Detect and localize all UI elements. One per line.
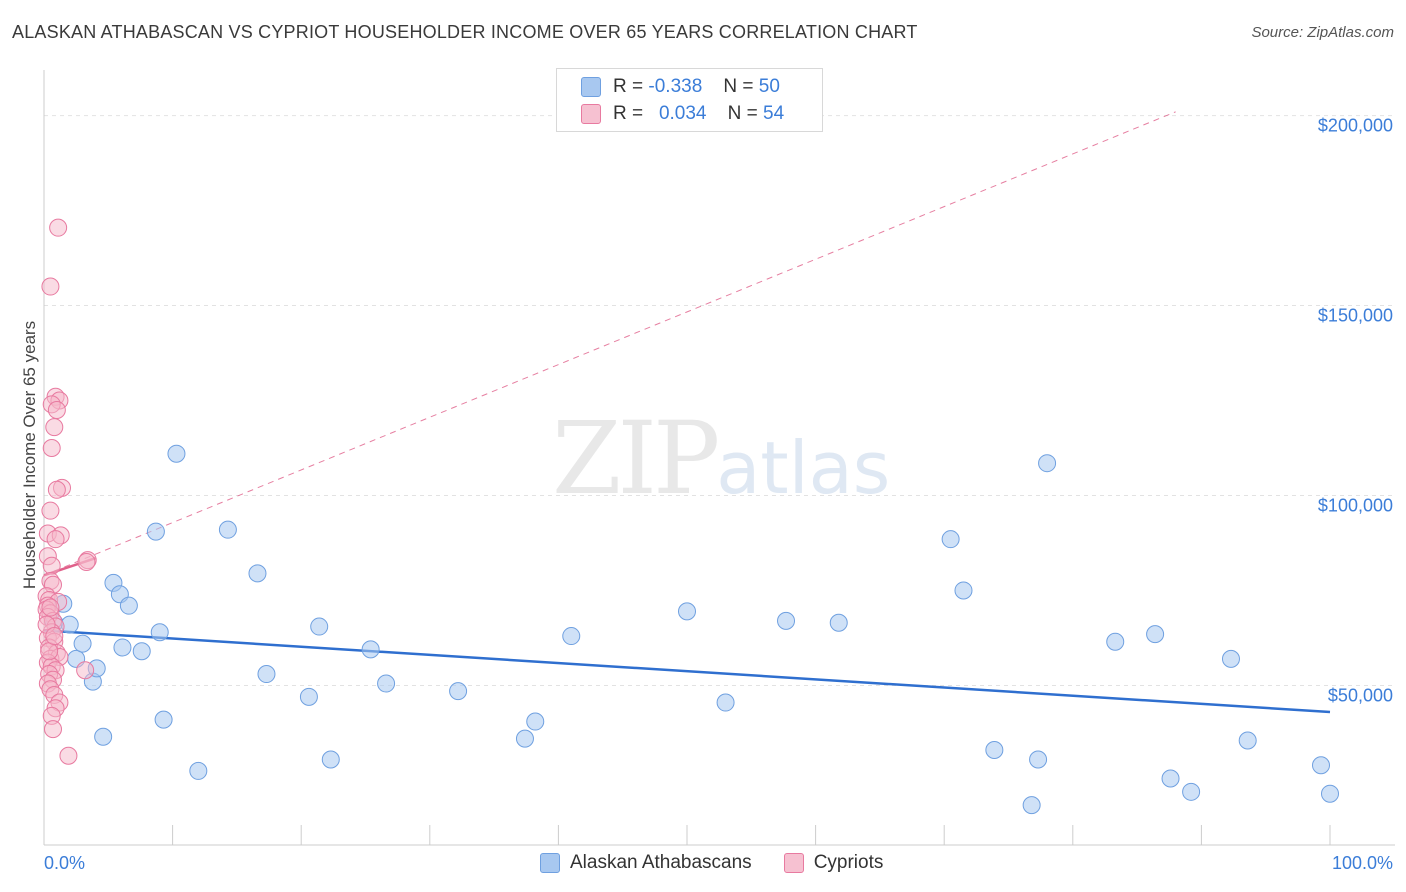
cypriot-point bbox=[45, 627, 64, 646]
legend-row-athabascan: R = -0.338 N = 50 bbox=[581, 75, 780, 99]
watermark-zip: ZIP bbox=[552, 400, 720, 517]
watermark: ZIPatlas bbox=[552, 400, 890, 517]
athabascan-point bbox=[716, 693, 735, 712]
athabascan-point bbox=[1321, 784, 1339, 803]
athabascan-point bbox=[257, 665, 276, 684]
athabascan-point bbox=[146, 522, 165, 541]
cypriot-point bbox=[46, 530, 65, 549]
athabascan-point bbox=[1029, 750, 1048, 769]
x-tick-label: 100.0% bbox=[1332, 853, 1393, 873]
athabascan-point bbox=[985, 741, 1004, 760]
athabascan-point bbox=[449, 682, 468, 701]
athabascan-point bbox=[829, 613, 848, 632]
legend-item-cypriots[interactable]: Cypriots bbox=[783, 852, 884, 874]
axes bbox=[43, 70, 1395, 846]
athabascan-point bbox=[310, 617, 329, 636]
athabascan-point bbox=[1311, 756, 1330, 775]
tick-labels: $50,000 $100,000 $150,000 $200,000 0.0% 100.0… bbox=[44, 116, 1393, 873]
y-tick-label: $200,000 bbox=[1318, 116, 1393, 136]
athabascan-point bbox=[1146, 625, 1165, 644]
legend-item-athabascans[interactable]: Alaskan Athabascans bbox=[540, 852, 752, 874]
athabascan-point bbox=[526, 712, 545, 731]
r-label: R = bbox=[613, 76, 644, 97]
cypriot-point bbox=[47, 480, 66, 499]
y-tick-label: $150,000 bbox=[1318, 306, 1393, 326]
x-tick-label: 0.0% bbox=[44, 853, 85, 873]
blue-swatch bbox=[540, 853, 560, 873]
athabascan-point bbox=[113, 638, 132, 657]
athabascan-trend-line bbox=[43, 629, 1331, 714]
athabascan-point bbox=[777, 611, 796, 630]
athabascan-point bbox=[515, 729, 534, 748]
cypriot-point bbox=[44, 720, 63, 739]
cypriot-trend-extension bbox=[43, 111, 1176, 576]
trend-lines bbox=[43, 111, 1331, 714]
correlation-legend: R = -0.338 N = 50 R = 0.034 N = 54 bbox=[556, 68, 823, 132]
athabascan-point bbox=[73, 634, 92, 653]
cypriot-point bbox=[77, 552, 96, 571]
cypriot-point bbox=[45, 418, 64, 437]
athabascan-point bbox=[150, 623, 169, 642]
watermark-atlas: atlas bbox=[716, 426, 891, 510]
cypriot-point bbox=[49, 218, 68, 237]
cypriot-point bbox=[42, 556, 61, 575]
athabascan-point bbox=[678, 602, 696, 621]
athabascan-point bbox=[941, 530, 960, 549]
athabascan-point bbox=[248, 564, 267, 583]
legend-row-cypriot: R = 0.034 N = 54 bbox=[581, 102, 784, 126]
y-axis-label: Householder Income Over 65 years bbox=[20, 321, 39, 589]
athabascan-point bbox=[1161, 769, 1180, 788]
athabascan-point bbox=[1182, 782, 1201, 801]
r-label: R = bbox=[613, 103, 644, 124]
cypriot-point bbox=[41, 277, 60, 296]
athabascan-point bbox=[119, 596, 138, 615]
athabascan-point bbox=[562, 627, 581, 646]
athabascan-point bbox=[377, 674, 396, 693]
y-tick-label: $100,000 bbox=[1318, 495, 1393, 515]
athabascan-point bbox=[299, 687, 318, 706]
athabascan-point bbox=[1221, 649, 1240, 668]
cypriot-point bbox=[40, 642, 59, 661]
athabascan-point bbox=[1022, 796, 1041, 815]
athabascan-point bbox=[954, 581, 973, 600]
athabascan-point bbox=[321, 750, 340, 769]
athabascan-point bbox=[361, 640, 380, 659]
data-points bbox=[37, 218, 1339, 815]
n-value: 50 bbox=[758, 76, 780, 97]
pink-swatch bbox=[783, 853, 804, 873]
n-label: N = bbox=[727, 103, 758, 124]
y-tick-label: $50,000 bbox=[1328, 685, 1393, 705]
cypriot-point bbox=[42, 439, 61, 458]
cypriot-point bbox=[76, 661, 95, 680]
series-legend: Alaskan Athabascans Cypriots bbox=[540, 852, 915, 874]
n-value: 54 bbox=[763, 103, 785, 124]
legend-label: Alaskan Athabascans bbox=[570, 852, 752, 873]
athabascan-point bbox=[189, 761, 208, 780]
pink-swatch bbox=[581, 104, 601, 124]
athabascan-point bbox=[1106, 632, 1125, 651]
source-label: Source: ZipAtlas.com bbox=[1251, 24, 1394, 41]
legend-label: Cypriots bbox=[813, 852, 884, 873]
athabascan-point bbox=[154, 710, 173, 729]
r-value: 0.034 bbox=[658, 103, 707, 124]
cypriot-point bbox=[47, 401, 66, 420]
r-value: -0.338 bbox=[648, 76, 703, 97]
grid bbox=[44, 115, 1395, 686]
cypriot-point bbox=[41, 501, 60, 520]
athabascan-point bbox=[132, 642, 151, 661]
athabascan-point bbox=[167, 444, 186, 463]
athabascan-point bbox=[218, 520, 237, 539]
chart-title: ALASKAN ATHABASCAN VS CYPRIOT HOUSEHOLDE… bbox=[12, 22, 918, 42]
cypriot-point bbox=[59, 746, 78, 765]
athabascan-point bbox=[94, 727, 113, 746]
athabascan-point bbox=[1038, 454, 1057, 473]
athabascan-point bbox=[1238, 731, 1257, 750]
n-label: N = bbox=[723, 76, 754, 97]
blue-swatch bbox=[581, 77, 601, 97]
cypriot-point bbox=[41, 598, 60, 617]
